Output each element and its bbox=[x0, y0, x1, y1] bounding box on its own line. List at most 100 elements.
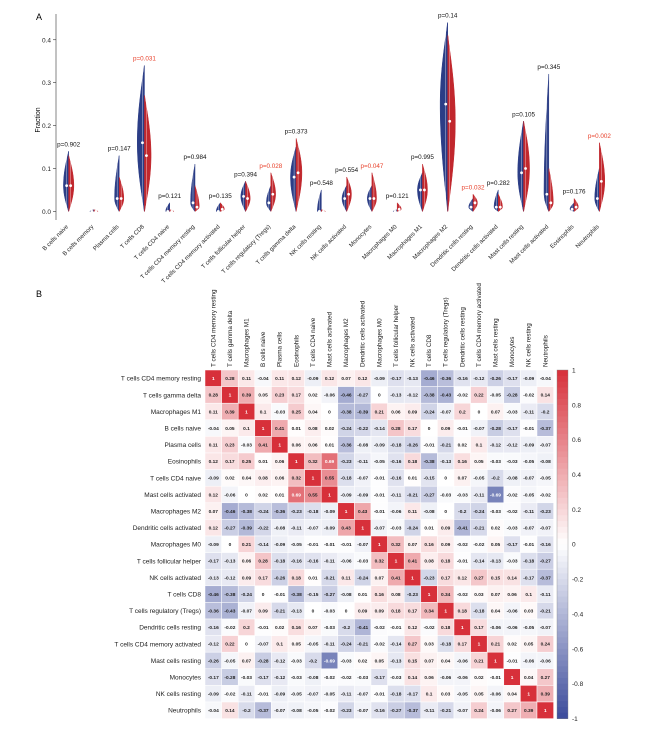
heatmap-cell-value: -0.24 bbox=[341, 642, 352, 648]
heatmap-cell-value: -0.05 bbox=[291, 692, 302, 698]
heatmap-cell-value: -0.05 bbox=[374, 459, 385, 465]
heatmap-cell-value: -0.14 bbox=[258, 542, 269, 548]
heatmap-cell-value: -0.08 bbox=[291, 708, 302, 714]
heatmap-cell-value: -0.09 bbox=[208, 476, 219, 482]
heatmap-cell-value: -0.09 bbox=[307, 376, 318, 382]
heatmap-cell-value: -0.06 bbox=[490, 625, 501, 631]
heatmap-cell-value: -0.13 bbox=[390, 658, 401, 664]
heatmap-cell-value: -0.01 bbox=[507, 658, 518, 664]
violin-normal-median bbox=[595, 197, 599, 200]
violin-normal-median bbox=[191, 201, 195, 205]
heatmap-cell-value: 0.04 bbox=[491, 609, 501, 615]
heatmap-cell-value: 0.1 bbox=[260, 409, 267, 415]
heatmap-cell-value: 1 bbox=[245, 409, 248, 415]
heatmap-cell-value: 0.21 bbox=[474, 658, 484, 664]
heatmap-cell-value: -0.09 bbox=[523, 376, 534, 382]
heatmap-cell-value: 0.07 bbox=[308, 625, 318, 631]
heatmap-col-label: Plasma cells bbox=[277, 332, 284, 367]
heatmap-cell-value: -0.27 bbox=[224, 526, 235, 532]
heatmap-row-label: T cells CD4 memory resting bbox=[121, 376, 201, 383]
heatmap-cell-value: -0.05 bbox=[490, 393, 501, 399]
heatmap-cell-value: -0.09 bbox=[274, 692, 285, 698]
heatmap-cell-value: -0.16 bbox=[291, 559, 302, 565]
heatmap-cell-value: 0.01 bbox=[424, 526, 434, 532]
heatmap-cell-value: -0.14 bbox=[374, 426, 385, 432]
colorbar-segment bbox=[557, 683, 568, 690]
colorbar-segment bbox=[557, 654, 568, 661]
heatmap-cell-value: -0.2 bbox=[458, 509, 467, 515]
heatmap-cell-value: 0.11 bbox=[209, 409, 218, 415]
violin-tumor bbox=[295, 138, 303, 212]
heatmap-cell-value: -0.36 bbox=[341, 443, 352, 449]
heatmap-cell-value: -0.09 bbox=[341, 492, 352, 498]
heatmap-cell-value: -0.06 bbox=[490, 708, 501, 714]
heatmap-cell-value: -0.08 bbox=[357, 443, 368, 449]
heatmap-cell-value: 0.02 bbox=[458, 443, 468, 449]
heatmap-cell-value: -0.02 bbox=[224, 692, 235, 698]
heatmap-cell-value: -0.13 bbox=[440, 459, 451, 465]
colorbar-segment bbox=[557, 462, 568, 470]
heatmap-cell-value: -0.02 bbox=[424, 625, 435, 631]
heatmap-cell-value: -0.01 bbox=[341, 542, 352, 548]
heatmap-cell-value: -0.2 bbox=[342, 625, 351, 631]
violin-tumor-median bbox=[473, 201, 477, 205]
p-value-label: p=0.176 bbox=[563, 189, 586, 196]
heatmap-cell-value: -0.36 bbox=[274, 509, 285, 515]
colorbar-tick-label: 0.6 bbox=[572, 437, 581, 444]
heatmap-row-label: T cells CD8 bbox=[168, 592, 202, 599]
heatmap-col-label: Dendritic cells activated bbox=[360, 300, 367, 367]
violin-tumor-median bbox=[246, 197, 249, 200]
heatmap-cell-value: 0 bbox=[245, 492, 248, 498]
heatmap-cell-value: -0.07 bbox=[540, 443, 551, 449]
heatmap-cell-value: -0.05 bbox=[523, 459, 534, 465]
colorbar-tick-label: -0.2 bbox=[572, 577, 584, 584]
colorbar-frame bbox=[556, 369, 569, 719]
violin-normal bbox=[594, 168, 600, 212]
heatmap-cell-value: -0.06 bbox=[457, 675, 468, 681]
heatmap-cell-value: -0.03 bbox=[490, 459, 501, 465]
heatmap-cell-value: -0.09 bbox=[374, 376, 385, 382]
heatmap-cell-value: 0.12 bbox=[209, 459, 219, 465]
heatmap-cell-value: -0.38 bbox=[341, 409, 352, 415]
heatmap-cell-value: 0.28 bbox=[225, 376, 235, 382]
violin-y-tick-label: 0.1 bbox=[42, 166, 51, 173]
violin-tumor-median bbox=[524, 167, 527, 170]
colorbar-segment bbox=[557, 567, 568, 574]
heatmap-cell-value: -0.03 bbox=[507, 459, 518, 465]
heatmap-cell-value: -0.13 bbox=[407, 376, 418, 382]
heatmap-cell-value: 1 bbox=[411, 575, 414, 581]
violin-normal-median bbox=[520, 171, 523, 175]
violin-x-tick-label: T cells regulatory (Tregs) bbox=[221, 224, 272, 275]
violin-x-tick-label: T cells follicular helper bbox=[201, 224, 247, 270]
heatmap-cell-value: -0.18 bbox=[274, 559, 285, 565]
heatmap-cell-value: -0.01 bbox=[374, 692, 385, 698]
heatmap-cell-value: 0.02 bbox=[491, 526, 501, 532]
heatmap-cell-value: -0.09 bbox=[374, 443, 385, 449]
heatmap-row-label: Macrophages M1 bbox=[151, 409, 202, 416]
heatmap-cell-value: 0.69 bbox=[325, 459, 335, 465]
heatmap-cell-value: 0.41 bbox=[275, 426, 285, 432]
heatmap-cell-value: 0.02 bbox=[358, 658, 368, 664]
heatmap-cell-value: 0 bbox=[444, 509, 447, 515]
heatmap-cell-value: 0.27 bbox=[474, 575, 484, 581]
heatmap-cell-value: -0.08 bbox=[307, 675, 318, 681]
heatmap-cell-value: 0.07 bbox=[341, 376, 351, 382]
heatmap-cell-value: -0.09 bbox=[324, 509, 335, 515]
heatmap-cell-value: 1 bbox=[345, 509, 348, 515]
violin-y-tick-label: 0.3 bbox=[42, 80, 51, 87]
violin-tumor bbox=[270, 172, 276, 212]
heatmap-cell-value: -0.02 bbox=[457, 592, 468, 598]
violin-normal-median bbox=[494, 205, 498, 209]
colorbar-segment bbox=[557, 590, 568, 597]
heatmap-cell-value: -0.07 bbox=[457, 708, 468, 714]
heatmap-cell-value: -0.11 bbox=[357, 459, 368, 465]
heatmap-cell-value: 0.17 bbox=[225, 459, 235, 465]
heatmap-cell-value: -0.05 bbox=[291, 542, 302, 548]
colorbar-segment bbox=[557, 422, 568, 429]
colorbar-segment bbox=[557, 712, 568, 719]
heatmap-cell-value: 0.2 bbox=[459, 409, 466, 415]
heatmap-cell-value: -0.27 bbox=[424, 492, 435, 498]
colorbar-tick-label: 0 bbox=[572, 542, 576, 549]
heatmap-cell-value: 0.06 bbox=[275, 459, 285, 465]
violin-plot-area: p=0.902 p=0.147 p=0.031 p=0.121 p=0.984 p=0.1… bbox=[57, 13, 611, 213]
